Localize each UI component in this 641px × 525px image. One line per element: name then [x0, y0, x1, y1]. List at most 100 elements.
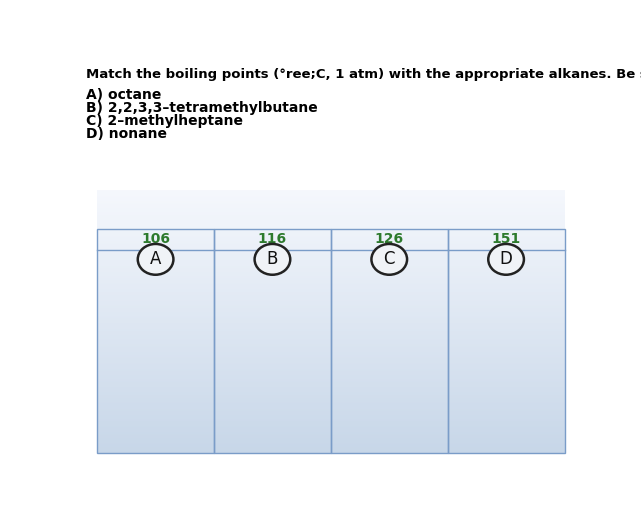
Bar	[97, 338, 565, 339]
Bar	[97, 384, 565, 385]
Bar	[97, 312, 565, 313]
Bar	[97, 200, 565, 202]
Bar	[97, 232, 565, 233]
Bar	[97, 265, 565, 266]
Text: A) octane: A) octane	[87, 88, 162, 102]
Bar	[97, 280, 565, 281]
Bar	[97, 270, 565, 271]
Bar	[97, 318, 565, 319]
Bar	[97, 328, 565, 330]
Bar	[97, 401, 565, 402]
Bar	[97, 371, 565, 372]
Bar	[97, 389, 565, 390]
Bar	[97, 271, 565, 272]
Bar	[97, 334, 565, 336]
Bar	[97, 257, 565, 258]
Bar	[97, 380, 565, 381]
Text: A: A	[150, 250, 162, 268]
Bar	[97, 291, 565, 292]
Bar	[97, 429, 565, 430]
Bar	[97, 427, 565, 429]
Bar	[97, 358, 565, 359]
Bar	[97, 351, 565, 352]
Bar	[97, 398, 565, 400]
Bar	[97, 353, 565, 354]
Bar	[97, 252, 565, 253]
Bar	[97, 354, 565, 355]
Bar	[97, 261, 565, 263]
Bar	[97, 195, 565, 196]
Bar	[97, 364, 565, 365]
Bar	[97, 286, 565, 288]
Bar	[97, 324, 565, 325]
Bar	[97, 274, 565, 275]
Bar	[97, 286, 565, 287]
Bar	[97, 352, 565, 353]
Bar	[97, 390, 565, 391]
Bar	[97, 194, 565, 195]
Text: B: B	[267, 250, 278, 268]
Bar	[97, 313, 565, 314]
Bar	[97, 366, 565, 367]
Bar	[97, 432, 565, 433]
Bar	[97, 355, 565, 357]
Bar	[97, 198, 565, 200]
Bar	[97, 393, 565, 395]
Bar	[97, 386, 565, 387]
Bar	[97, 342, 565, 344]
Bar	[97, 295, 565, 296]
Bar	[97, 229, 565, 230]
Bar	[97, 301, 565, 302]
Bar	[97, 402, 565, 403]
Bar	[97, 422, 565, 423]
Bar	[214, 228, 331, 454]
Bar	[97, 428, 565, 429]
Bar	[97, 307, 565, 308]
Bar	[97, 326, 565, 327]
Bar	[97, 314, 565, 316]
Bar	[97, 244, 565, 245]
Bar	[97, 246, 565, 247]
Bar	[97, 431, 565, 432]
Bar	[97, 447, 565, 448]
Bar	[97, 298, 565, 299]
Bar	[97, 385, 565, 387]
Bar	[97, 323, 565, 324]
Bar	[97, 449, 565, 450]
Bar	[97, 372, 565, 373]
Bar	[97, 284, 565, 285]
Bar	[97, 415, 565, 416]
Bar	[97, 250, 565, 251]
Bar	[97, 282, 565, 284]
Bar	[97, 346, 565, 347]
Ellipse shape	[138, 244, 174, 275]
Bar	[97, 289, 565, 290]
Bar	[97, 423, 565, 424]
Bar	[97, 400, 565, 401]
Bar	[97, 228, 214, 454]
Bar	[97, 397, 565, 398]
Ellipse shape	[488, 244, 524, 275]
Bar	[97, 300, 565, 301]
Bar	[97, 273, 565, 275]
Bar	[97, 192, 565, 194]
Bar	[97, 234, 565, 235]
Bar	[97, 294, 565, 296]
Bar	[97, 327, 565, 328]
Bar	[97, 248, 565, 250]
Bar	[97, 281, 565, 282]
Bar	[97, 191, 565, 192]
Bar	[97, 445, 565, 446]
Bar	[97, 303, 565, 304]
Bar	[97, 449, 565, 451]
Bar	[97, 344, 565, 345]
Bar	[97, 316, 565, 317]
Bar	[97, 205, 565, 207]
Bar	[97, 408, 565, 410]
Bar	[97, 452, 565, 454]
Bar	[97, 348, 565, 349]
Bar	[97, 363, 565, 364]
Bar	[97, 340, 565, 341]
Bar	[97, 398, 565, 399]
Bar	[97, 204, 565, 205]
